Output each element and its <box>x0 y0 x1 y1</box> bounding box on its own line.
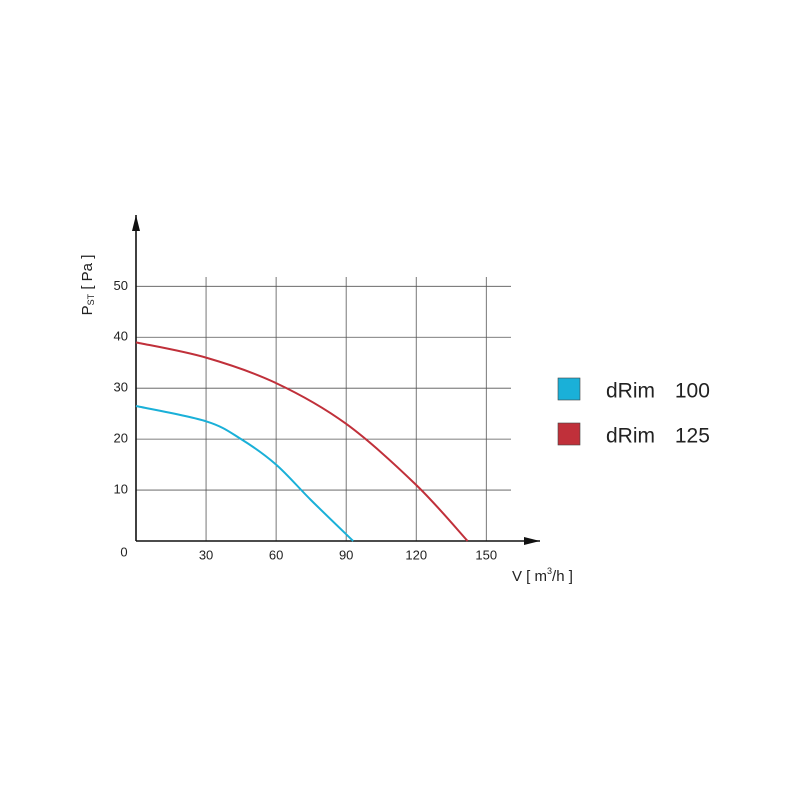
legend-swatch <box>557 422 581 446</box>
y-label-unit: [ Pa ] <box>79 255 96 294</box>
x-tick-label: 150 <box>475 547 497 562</box>
x-label-main: V [ m <box>512 568 547 585</box>
y-tick-label: 40 <box>114 329 128 344</box>
y-label-main: P <box>79 305 96 315</box>
series-line <box>135 405 354 542</box>
x-axis-arrow <box>524 537 540 545</box>
x-tick-label: 30 <box>199 547 213 562</box>
y-tick-label: 20 <box>114 431 128 446</box>
legend-text: dRim 100 <box>606 380 710 403</box>
y-axis-label: PST [ Pa ] <box>79 255 96 316</box>
x-tick-label: 0 <box>120 544 127 559</box>
y-label-sub: ST <box>86 293 96 305</box>
x-tick-label: 90 <box>339 547 353 562</box>
x-axis-label: V [ m3/h ] <box>512 566 573 585</box>
y-axis-arrow <box>132 215 140 231</box>
y-tick-label: 30 <box>114 380 128 395</box>
x-tick-label: 120 <box>405 547 427 562</box>
series-line <box>135 341 469 542</box>
x-tick-label: 60 <box>269 547 283 562</box>
legend-swatch <box>557 377 581 401</box>
y-tick-label: 50 <box>114 278 128 293</box>
x-label-sup: 3 <box>547 566 552 576</box>
legend-text: dRim 125 <box>606 425 710 448</box>
x-label-unit: /h ] <box>552 568 573 585</box>
y-tick-label: 10 <box>114 482 128 497</box>
